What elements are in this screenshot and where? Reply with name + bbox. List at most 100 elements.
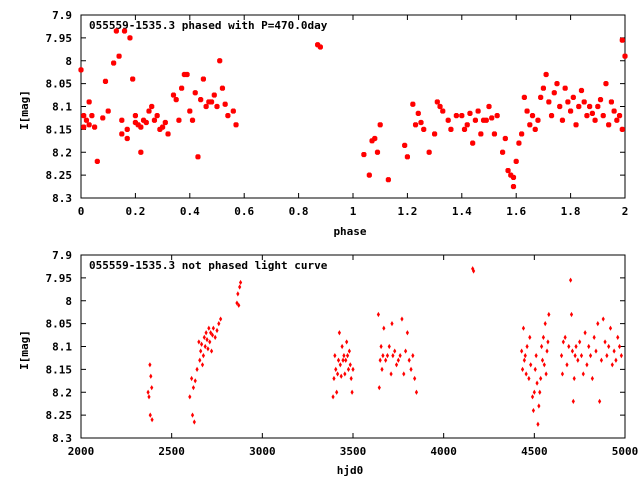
data-point — [551, 90, 557, 96]
data-point — [81, 124, 87, 130]
data-point — [235, 300, 239, 306]
data-point — [336, 357, 341, 363]
data-point — [345, 339, 349, 345]
data-point — [475, 108, 481, 114]
data-point — [211, 325, 215, 331]
data-point — [554, 80, 560, 87]
data-point — [471, 268, 476, 274]
data-point — [197, 339, 201, 345]
data-point — [571, 398, 575, 404]
data-point — [562, 85, 568, 91]
data-point — [522, 357, 526, 363]
data-point — [204, 330, 208, 336]
unphased-plot-title: 055559-1535.3 not phased light curve — [89, 259, 328, 272]
data-point — [393, 348, 397, 354]
data-point — [219, 85, 226, 91]
data-point — [342, 353, 346, 359]
data-point — [105, 108, 111, 114]
data-point — [617, 343, 622, 350]
data-point — [138, 124, 144, 130]
data-point — [453, 112, 460, 119]
data-point — [361, 151, 367, 158]
data-point — [396, 357, 400, 363]
data-point — [199, 348, 203, 354]
data-point — [140, 117, 147, 123]
data-point — [595, 103, 601, 110]
y-tick-label: 8.05 — [46, 78, 73, 91]
data-point — [149, 373, 153, 379]
x-tick-label: 1.4 — [452, 205, 472, 218]
data-point — [350, 389, 354, 395]
data-point — [576, 103, 582, 110]
data-point — [147, 394, 151, 400]
data-point — [94, 158, 100, 165]
data-point — [91, 124, 98, 130]
data-point — [349, 375, 353, 382]
data-point — [377, 122, 383, 128]
data-point — [200, 362, 205, 368]
data-point — [192, 90, 198, 96]
data-point — [143, 119, 149, 126]
data-point — [544, 371, 548, 377]
data-point — [592, 334, 596, 340]
data-point — [537, 403, 541, 409]
data-point — [614, 357, 618, 363]
data-point — [225, 112, 231, 119]
data-point — [412, 122, 419, 128]
y-tick-label: 8.2 — [52, 146, 72, 159]
data-point — [380, 366, 384, 372]
data-point — [516, 140, 522, 146]
data-point — [560, 371, 565, 377]
data-point — [390, 321, 394, 327]
data-point — [603, 339, 607, 345]
x-tick-label: 4500 — [521, 445, 548, 458]
data-point — [400, 316, 404, 322]
data-point — [567, 343, 571, 350]
unphased-plot-frame — [80, 254, 626, 439]
data-point — [494, 112, 500, 119]
data-point — [603, 80, 609, 87]
data-point — [533, 366, 537, 372]
data-point — [510, 183, 517, 190]
data-point — [431, 131, 438, 137]
unphased-y-axis-label: I[mag] — [18, 330, 31, 370]
data-point — [616, 334, 620, 340]
data-point — [116, 53, 122, 59]
data-point — [195, 366, 199, 372]
data-point — [508, 172, 514, 178]
y-tick-label: 8.25 — [46, 169, 73, 182]
data-point — [402, 142, 408, 149]
data-point — [124, 126, 130, 133]
unphased-data-points — [146, 266, 623, 427]
data-point — [110, 60, 117, 66]
data-point — [543, 321, 547, 327]
data-point — [337, 330, 341, 336]
data-point — [600, 112, 606, 119]
data-point — [572, 375, 576, 382]
data-point — [461, 126, 468, 133]
data-point — [86, 122, 92, 128]
data-point — [619, 37, 625, 43]
data-point — [565, 99, 571, 105]
data-point — [217, 321, 221, 327]
data-point — [548, 112, 555, 119]
data-point — [559, 117, 566, 123]
data-point — [83, 117, 90, 123]
data-point — [605, 353, 609, 359]
y-tick-label: 8 — [65, 55, 72, 68]
data-point — [391, 353, 395, 359]
data-point — [379, 343, 383, 350]
data-point — [339, 373, 343, 379]
data-point — [203, 343, 207, 350]
data-point — [530, 394, 535, 400]
data-point — [217, 58, 223, 64]
data-point — [592, 117, 598, 123]
data-point — [389, 371, 393, 377]
data-point — [535, 117, 541, 123]
data-point — [237, 302, 241, 308]
data-point — [563, 334, 567, 340]
data-point — [573, 122, 579, 128]
data-point — [384, 357, 388, 363]
data-point — [587, 343, 591, 350]
data-point — [578, 87, 585, 94]
